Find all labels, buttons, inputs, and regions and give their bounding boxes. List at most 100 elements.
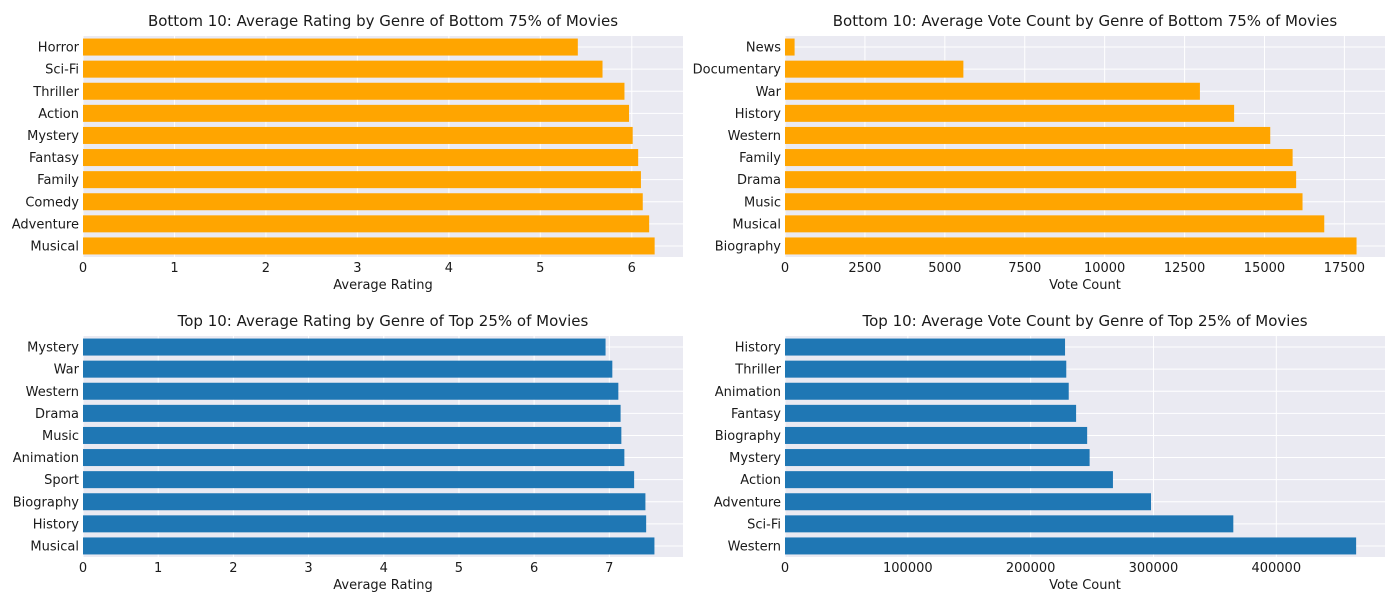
bar-musical [785, 215, 1325, 233]
y-tick-label: Mystery [729, 451, 781, 466]
y-tick-label: Comedy [25, 195, 79, 210]
bar-comedy [83, 193, 643, 211]
x-tick-label: 0 [79, 561, 87, 576]
y-tick-label: News [746, 41, 781, 56]
y-tick-label: Western [26, 385, 79, 400]
bar-western [785, 126, 1271, 144]
bar-animation [83, 449, 625, 467]
bar-fantasy [83, 149, 639, 167]
y-tick-label: Sci-Fi [747, 517, 781, 532]
x-tick-label: 0 [781, 561, 789, 576]
y-tick-label: Fantasy [29, 151, 79, 166]
y-tick-label: Western [728, 129, 781, 144]
bar-family [785, 149, 1293, 167]
x-tick-label: 17500 [1324, 261, 1365, 276]
bar-history [83, 515, 647, 533]
x-tick-label: 7500 [1008, 261, 1041, 276]
bar-adventure [83, 215, 650, 233]
y-tick-label: War [54, 363, 80, 378]
y-tick-label: Biography [715, 239, 782, 254]
y-tick-label: History [735, 107, 782, 122]
bar-mystery [83, 126, 633, 144]
y-tick-label: Drama [35, 407, 79, 422]
y-tick-label: Western [728, 539, 781, 554]
x-tick-label: 4 [445, 261, 453, 276]
x-tick-label: 400000 [1251, 561, 1301, 576]
chart-title: Top 10: Average Vote Count by Genre of T… [861, 312, 1307, 330]
bar-news [785, 38, 795, 56]
y-tick-label: War [756, 85, 782, 100]
x-axis-label: Average Rating [333, 278, 432, 293]
bar-action [83, 104, 630, 122]
chart-svg: Horror Sci-Fi Thriller Action Mystery Fantasy… [12, 12, 683, 293]
y-tick-label: Biography [715, 429, 782, 444]
chart-title: Top 10: Average Rating by Genre of Top 2… [177, 312, 589, 330]
bar-sport [83, 471, 635, 489]
chart-svg: History Thriller Animation Fantasy Biography… [714, 312, 1385, 593]
bar-biography [785, 237, 1357, 255]
x-axis-label: Vote Count [1049, 578, 1121, 593]
chart-panel-top-rating: Mystery War Western Drama Music Animation Spor… [0, 300, 700, 600]
bar-fantasy [785, 404, 1077, 422]
x-axis-label: Average Rating [333, 578, 432, 593]
bar-sci-fi [785, 515, 1234, 533]
bar-western [785, 537, 1357, 555]
x-tick-label: 12500 [1164, 261, 1205, 276]
bar-documentary [785, 60, 964, 78]
x-tick-label: 0 [79, 261, 87, 276]
bar-animation [785, 382, 1069, 400]
bar-musical [83, 237, 655, 255]
bar-western [83, 382, 619, 400]
bar-war [785, 82, 1200, 100]
x-tick-label: 6 [628, 261, 636, 276]
bar-musical [83, 537, 655, 555]
y-tick-label: Sci-Fi [45, 63, 79, 78]
x-tick-label: 2 [262, 261, 270, 276]
y-tick-label: Thriller [32, 85, 79, 100]
x-tick-label: 7 [605, 561, 613, 576]
x-tick-label: 5000 [928, 261, 961, 276]
y-tick-label: Mystery [27, 129, 79, 144]
chart-panel-bottom-votes: News Documentary War History Western Family Dr… [693, 0, 1400, 300]
y-tick-label: Documentary [693, 63, 782, 78]
y-tick-label: Action [740, 473, 781, 488]
x-tick-label: 6 [530, 561, 538, 576]
x-axis-label: Vote Count [1049, 278, 1121, 293]
y-tick-label: Horror [38, 41, 80, 56]
bar-music [83, 426, 622, 444]
bar-action [785, 471, 1113, 489]
chart-panel-bottom-rating: Horror Sci-Fi Thriller Action Mystery Fantasy… [0, 0, 700, 300]
y-tick-label: Adventure [714, 495, 781, 510]
y-tick-label: Music [744, 195, 781, 210]
bar-horror [83, 38, 578, 56]
y-tick-label: Sport [44, 473, 79, 488]
x-tick-label: 0 [781, 261, 789, 276]
x-tick-label: 2500 [848, 261, 881, 276]
x-tick-label: 5 [536, 261, 544, 276]
x-tick-label: 5 [455, 561, 463, 576]
chart-svg: News Documentary War History Western Family Dr… [693, 12, 1385, 293]
x-tick-label: 2 [229, 561, 237, 576]
chart-panel-top-votes: History Thriller Animation Fantasy Biography… [700, 300, 1400, 600]
bar-drama [83, 404, 621, 422]
bar-thriller [785, 360, 1067, 378]
y-tick-label: Musical [30, 239, 79, 254]
chart-svg: Mystery War Western Drama Music Animation Spor… [13, 312, 683, 593]
bar-history [785, 104, 1235, 122]
bar-family [83, 171, 641, 189]
bar-biography [83, 493, 646, 511]
y-tick-label: History [735, 341, 782, 356]
bar-adventure [785, 493, 1152, 511]
y-tick-label: Animation [13, 451, 79, 466]
x-tick-label: 1 [154, 561, 162, 576]
bar-war [83, 360, 613, 378]
x-tick-label: 100000 [883, 561, 933, 576]
bar-music [785, 193, 1303, 211]
x-tick-label: 3 [353, 261, 361, 276]
y-tick-label: Animation [715, 385, 781, 400]
y-tick-label: Music [42, 429, 79, 444]
bar-thriller [83, 82, 625, 100]
bar-mystery [83, 338, 606, 356]
y-tick-label: Mystery [27, 341, 79, 356]
